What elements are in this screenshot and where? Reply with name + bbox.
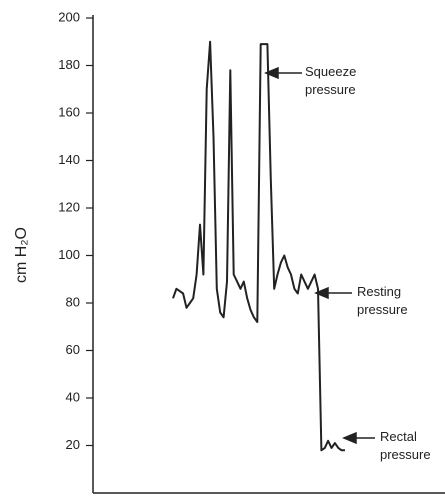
y-tick-label: 200	[58, 9, 80, 24]
arrow-head	[314, 286, 329, 300]
annotation-line: Rectal	[380, 429, 417, 444]
arrows	[264, 66, 375, 445]
y-tick-label: 60	[66, 342, 80, 357]
y-tick-label: 180	[58, 57, 80, 72]
y-tick-label: 160	[58, 104, 80, 119]
y-tick-label: 20	[66, 437, 80, 452]
arrow-head	[342, 431, 357, 445]
annotation: Rectal pressure	[380, 429, 431, 462]
y-tick-label: 40	[66, 389, 80, 404]
annotation-line: Squeeze	[305, 64, 356, 79]
data-line	[172, 40, 345, 452]
annotation-line: Resting	[357, 284, 401, 299]
y-tick-label: 140	[58, 152, 80, 167]
y-axis-label: cm H₂O	[13, 227, 30, 283]
annotation-line: pressure	[380, 447, 431, 462]
y-tick-label: 80	[66, 294, 80, 309]
annotation-line: pressure	[305, 82, 356, 97]
annotation: Resting pressure	[357, 284, 408, 317]
arrow-head	[264, 66, 279, 80]
annotation-line: pressure	[357, 302, 408, 317]
annotation: Squeeze pressure	[305, 64, 356, 97]
y-tick-label: 120	[58, 199, 80, 214]
y-tick-label: 100	[58, 247, 80, 262]
